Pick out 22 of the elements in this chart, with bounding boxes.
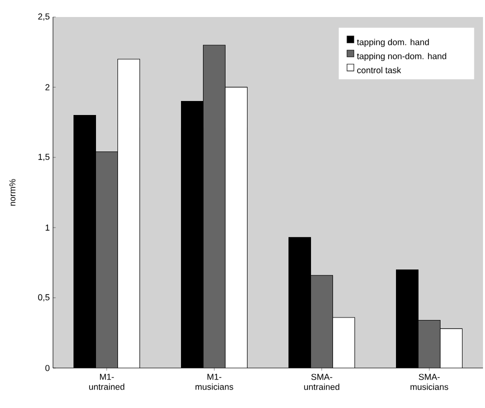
x-tick-label: M1- untrained [89, 374, 124, 390]
bar [96, 152, 118, 368]
bar [203, 45, 226, 368]
bar [118, 59, 140, 368]
x-tick-label: SMA- musicians [410, 374, 448, 390]
bar [332, 317, 355, 368]
legend-label: tapping non-dom. hand [356, 52, 446, 61]
x-tick-label: SMA- untrained [304, 374, 340, 390]
bar [418, 320, 441, 368]
x-tick-label: M1- musicians [196, 374, 234, 390]
y-tick-label: 1 [46, 224, 50, 231]
bar [310, 275, 333, 368]
y-tick-label: 1,5 [38, 154, 50, 161]
y-axis-title: norm% [9, 179, 16, 206]
legend-label: control task [357, 66, 402, 74]
y-tick-label: 2 [45, 84, 50, 90]
y-tick-label: 2,5 [38, 13, 50, 21]
y-tick-label: 0 [45, 364, 50, 372]
bar [225, 87, 248, 368]
y-tick-label: 0,5 [38, 294, 50, 302]
legend-label: tapping dom. hand [356, 38, 429, 47]
bar [440, 328, 463, 368]
